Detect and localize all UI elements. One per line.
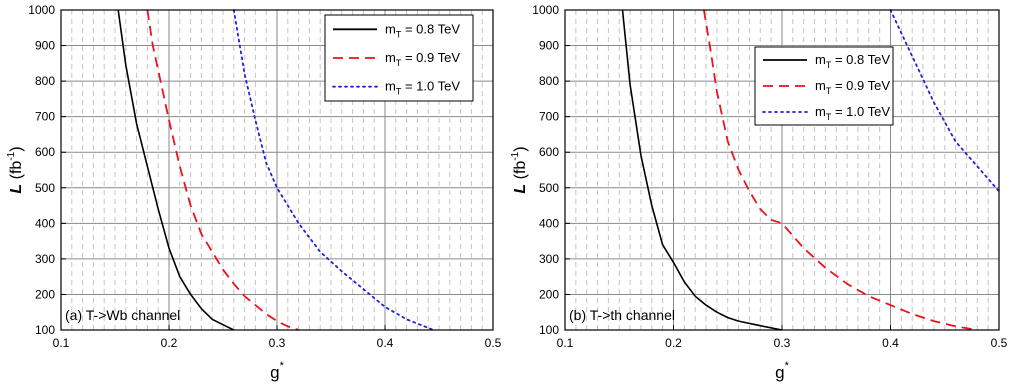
- y-tick-label: 900: [539, 39, 559, 53]
- y-axis-title-unit-open: (fb: [512, 161, 529, 184]
- y-tick-label: 800: [539, 74, 559, 88]
- y-tick-label: 700: [35, 110, 55, 124]
- x-tick-label: 0.3: [774, 336, 791, 350]
- legend-label-main: m: [385, 79, 396, 94]
- x-axis-title-sup: *: [280, 360, 285, 372]
- x-axis-title: g*: [775, 360, 789, 382]
- legend-label-rest: = 0.9 TeV: [401, 50, 460, 65]
- legend-label-main: m: [815, 52, 826, 67]
- x-tick-label: 0.1: [557, 336, 574, 350]
- y-axis-title-unit-open: (fb: [8, 161, 25, 184]
- series-line-2: [703, 9, 978, 331]
- legend-label-2: mT = 0.9 TeV: [815, 78, 890, 96]
- x-tick-label: 0.3: [269, 336, 286, 350]
- panel-annotation: (a) T->Wb channel: [65, 307, 180, 323]
- legend-label-sub: T: [396, 87, 402, 97]
- y-axis-title-unit-close: ): [512, 146, 529, 151]
- y-tick-label: 800: [35, 74, 55, 88]
- legend-label-main: m: [815, 104, 826, 119]
- legend-label-1: mT = 0.8 TeV: [815, 52, 890, 70]
- legend-label-sub: T: [396, 29, 402, 39]
- legend-label-rest: = 1.0 TeV: [401, 79, 460, 94]
- y-tick-label: 500: [35, 181, 55, 195]
- legend-label-3: mT = 1.0 TeV: [385, 79, 460, 97]
- legend-label-rest: = 0.8 TeV: [831, 52, 890, 67]
- y-tick-label: 400: [539, 216, 559, 230]
- y-tick-label: 500: [539, 181, 559, 195]
- y-axis-title-unit-sup: -1: [6, 151, 17, 160]
- chart-panel-2: 0.1 0.2 0.3 0.4 0.5 100 200 300 400 500 600 700 800 9…: [510, 3, 1008, 382]
- y-tick-label: 300: [539, 252, 559, 266]
- x-axis-title-main: g: [270, 363, 279, 382]
- y-tick-label: 300: [35, 252, 55, 266]
- x-axis-title-sup: *: [785, 360, 790, 372]
- legend-label-sub: T: [826, 60, 832, 70]
- legend-label-rest: = 0.9 TeV: [831, 78, 890, 93]
- legend-label-sub: T: [826, 86, 832, 96]
- x-tick-label: 0.2: [161, 336, 178, 350]
- y-tick-label: 100: [539, 323, 559, 337]
- x-tick-label: 0.4: [882, 336, 899, 350]
- panel-annotation: (b) T->th channel: [569, 307, 675, 323]
- x-axis-title: g*: [270, 360, 284, 382]
- y-axis-title: L (fb-1): [6, 146, 25, 193]
- legend-label-3: mT = 1.0 TeV: [815, 104, 890, 122]
- legend-label-rest: = 1.0 TeV: [831, 104, 890, 119]
- series-line-1: [117, 9, 235, 331]
- legend-label-main: m: [385, 21, 396, 36]
- legend-label-rest: = 0.8 TeV: [401, 21, 460, 36]
- x-tick-label: 0.1: [53, 336, 70, 350]
- y-axis-title-main: L: [512, 184, 529, 194]
- x-tick-label: 0.2: [665, 336, 682, 350]
- y-axis-title-main: L: [8, 184, 25, 194]
- y-tick-label: 1000: [532, 3, 559, 17]
- legend-label-sub: T: [396, 58, 402, 68]
- legend-label-1: mT = 0.8 TeV: [385, 21, 460, 39]
- chart-panel-1: 0.1 0.2 0.3 0.4 0.5 100 200 300 400 500 600 700 800 9…: [6, 3, 502, 382]
- x-axis-title-main: g: [775, 363, 784, 382]
- legend-label-2: mT = 0.9 TeV: [385, 50, 460, 68]
- legend-label-main: m: [815, 78, 826, 93]
- x-tick-label: 0.4: [377, 336, 394, 350]
- y-tick-label: 900: [35, 39, 55, 53]
- y-axis-title-unit-sup: -1: [510, 151, 521, 160]
- y-tick-label: 700: [539, 110, 559, 124]
- y-tick-label: 600: [35, 145, 55, 159]
- y-tick-label: 400: [35, 216, 55, 230]
- y-axis-title: L (fb-1): [510, 146, 529, 193]
- y-tick-label: 100: [35, 323, 55, 337]
- x-tick-label: 0.5: [485, 336, 502, 350]
- legend-label-main: m: [385, 50, 396, 65]
- y-tick-label: 1000: [28, 3, 55, 17]
- series-line-3: [232, 9, 435, 331]
- y-tick-label: 200: [539, 287, 559, 301]
- x-tick-label: 0.5: [991, 336, 1008, 350]
- y-axis-title-unit-close: ): [8, 146, 25, 151]
- series-line-2: [146, 9, 299, 331]
- legend-label-sub: T: [826, 112, 832, 122]
- series-line-1: [621, 9, 783, 331]
- y-tick-label: 200: [35, 287, 55, 301]
- y-tick-label: 600: [539, 145, 559, 159]
- series-line-3: [889, 9, 1000, 193]
